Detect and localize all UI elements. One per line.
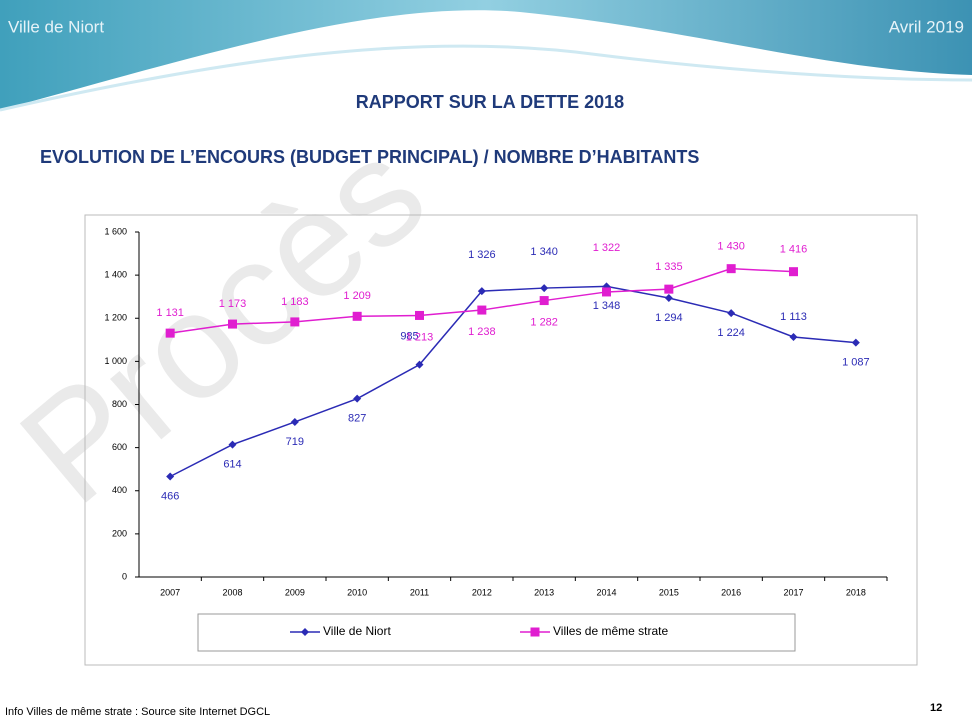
data-label: 1 173 [219, 298, 247, 310]
slide-title: RAPPORT SUR LA DETTE 2018 [356, 92, 624, 112]
data-label: 1 335 [655, 261, 683, 273]
data-label: 1 113 [780, 311, 807, 323]
point [228, 319, 237, 329]
data-label: 1 213 [406, 331, 434, 343]
data-label: 1 430 [717, 241, 745, 253]
chart-title: EVOLUTION DE L’ENCOURS (BUDGET PRINCIPAL… [40, 147, 699, 167]
point [789, 267, 798, 277]
point [539, 296, 549, 306]
x-tick-label: 2009 [285, 587, 305, 597]
data-label: 1 087 [842, 357, 870, 369]
x-tick-label: 2016 [721, 587, 741, 597]
header-right: Avril 2019 [889, 17, 964, 36]
point [415, 360, 424, 369]
y-tick-label: 600 [112, 442, 127, 452]
x-tick-label: 2018 [846, 587, 866, 597]
point [664, 284, 674, 294]
footer-note: Info Villes de même strate : Source site… [5, 706, 270, 718]
data-label: 1 209 [343, 290, 371, 302]
point [727, 309, 736, 318]
data-label: 1 326 [468, 249, 496, 261]
legend-box [197, 613, 796, 652]
data-label: 1 131 [156, 307, 184, 319]
data-label: 466 [161, 490, 179, 502]
point [726, 264, 736, 274]
point [415, 310, 424, 320]
point [228, 440, 237, 449]
data-label: 1 282 [530, 316, 558, 328]
y-tick-label: 0 [122, 571, 127, 581]
data-label: 1 348 [593, 300, 621, 312]
data-label: 1 416 [780, 244, 808, 256]
data-label: 614 [223, 459, 241, 471]
header-wave [0, 0, 972, 110]
x-tick-label: 2012 [472, 587, 492, 597]
x-tick-label: 2008 [222, 587, 242, 597]
x-tick-label: 2013 [534, 587, 554, 597]
data-label: 1 238 [468, 326, 496, 338]
x-tick-label: 2010 [347, 587, 367, 597]
chart-frame [84, 214, 918, 666]
legend-label: Villes de même strate [553, 624, 668, 638]
legend-label: Ville de Niort [323, 624, 391, 638]
y-tick-label: 1 400 [104, 270, 127, 280]
data-label: 1 294 [655, 312, 683, 324]
point [353, 394, 362, 403]
point [290, 417, 299, 426]
x-tick-label: 2011 [410, 587, 429, 597]
data-label: 1 183 [281, 296, 309, 308]
page-number: 12 [930, 702, 942, 714]
y-tick-label: 800 [112, 399, 127, 409]
data-label: 1 340 [530, 246, 558, 258]
point [602, 287, 611, 297]
point [540, 284, 549, 293]
point [165, 328, 175, 338]
header-swoosh [0, 44, 972, 112]
point [851, 338, 860, 347]
x-tick-label: 2007 [160, 587, 180, 597]
point [477, 305, 487, 315]
point [301, 628, 309, 636]
y-tick-label: 400 [112, 485, 127, 495]
data-label: 985 [400, 331, 418, 343]
point [290, 317, 300, 327]
series-line [169, 285, 856, 478]
y-tick-label: 200 [112, 528, 127, 538]
header-left: Ville de Niort [8, 17, 104, 36]
x-tick-label: 2017 [783, 587, 803, 597]
data-label: 1 322 [593, 242, 621, 254]
point [477, 287, 486, 296]
y-tick-label: 1 000 [104, 356, 127, 366]
point [530, 627, 540, 637]
data-label: 1 224 [717, 327, 745, 339]
y-tick-label: 1 200 [104, 313, 127, 323]
point [664, 293, 673, 302]
point [352, 311, 362, 321]
x-tick-label: 2015 [659, 587, 679, 597]
point [166, 472, 175, 481]
x-tick-label: 2014 [596, 587, 616, 597]
point [789, 333, 798, 342]
y-tick-label: 1 600 [104, 226, 127, 236]
data-label: 719 [286, 436, 304, 448]
data-label: 827 [348, 413, 366, 425]
